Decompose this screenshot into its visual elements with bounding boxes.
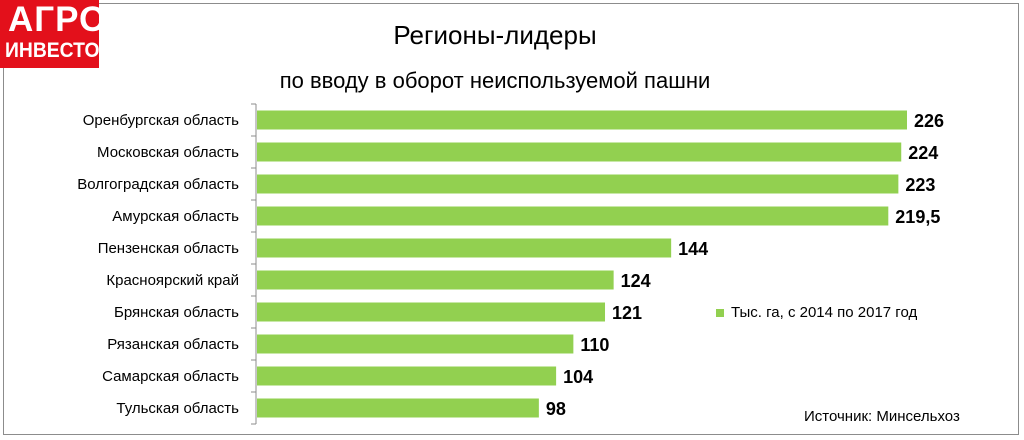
data-label: 98: [546, 399, 566, 419]
category-label: Амурская область: [112, 208, 239, 225]
bar: [257, 206, 889, 226]
bar: [257, 334, 574, 354]
category-label: Волгоградская область: [77, 176, 239, 193]
data-label: 224: [908, 143, 938, 163]
source-note: Источник: Минсельхоз: [804, 408, 960, 425]
legend: Тыс. га, с 2014 по 2017 год: [716, 304, 917, 322]
bar: [257, 110, 907, 130]
data-label: 110: [580, 335, 609, 355]
category-label: Брянская область: [114, 304, 239, 321]
category-label: Московская область: [97, 144, 239, 161]
category-label: Рязанская область: [107, 336, 239, 353]
logo: АГРО ИНВЕСТОР: [0, 0, 112, 68]
bar: [257, 142, 902, 162]
data-label: 121: [612, 303, 642, 323]
category-label: Самарская область: [102, 368, 239, 385]
data-label: 144: [678, 239, 708, 259]
data-label: 104: [563, 367, 593, 387]
chart-title: Регионы-лидеры: [393, 20, 597, 50]
category-label: Красноярский край: [106, 272, 239, 289]
data-label: 124: [621, 271, 651, 291]
logo-line-1: АГРО: [8, 0, 108, 39]
bar: [257, 366, 557, 386]
chart-frame: [3, 3, 1019, 435]
bar: [257, 238, 672, 258]
category-label: Пензенская область: [98, 240, 239, 257]
bar: [257, 302, 606, 322]
data-label: 219,5: [895, 207, 940, 227]
bar: [257, 174, 899, 194]
data-label: 226: [914, 111, 944, 131]
logo-line-2: ИНВЕСТОР: [5, 39, 113, 62]
bar: [257, 398, 539, 418]
legend-swatch: [716, 309, 724, 317]
bar: [257, 270, 614, 290]
category-label: Тульская область: [116, 400, 239, 417]
data-label: 223: [905, 175, 935, 195]
category-label: Оренбургская область: [83, 112, 239, 129]
legend-label: Тыс. га, с 2014 по 2017 год: [731, 304, 918, 321]
chart-subtitle: по вводу в оборот неиспользуемой пашни: [279, 68, 711, 93]
